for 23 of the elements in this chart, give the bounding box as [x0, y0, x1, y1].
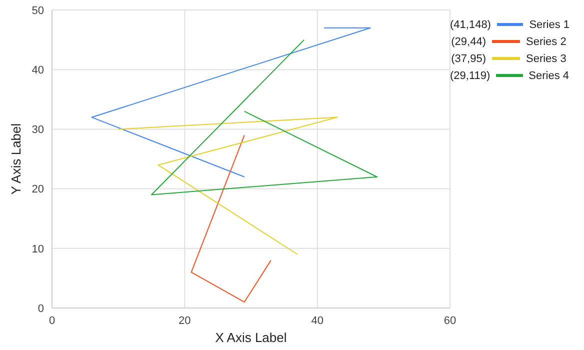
annotation: (41,148)	[450, 18, 491, 30]
x-tick-label: 0	[48, 314, 56, 327]
line-series	[151, 39, 378, 196]
text: (37,95)	[451, 52, 486, 64]
legend-label: Series 1	[529, 18, 571, 30]
y-axis-title: Y Axis Label	[8, 123, 24, 195]
y-tick-label: 0	[38, 302, 44, 315]
text: (29,44)	[451, 36, 486, 48]
x-tick-label: 20	[178, 314, 191, 327]
legend-label: Series 3	[526, 52, 568, 64]
legend-label: Series 4	[528, 70, 570, 82]
x-tick-label: 60	[444, 314, 456, 327]
y-tick-label: 50	[32, 4, 44, 17]
x-tick-label: 40	[311, 314, 324, 327]
line-series	[118, 116, 338, 255]
line-series	[190, 134, 272, 303]
y-tick-label: 30	[32, 124, 44, 136]
y-tick-label: 20	[32, 184, 44, 196]
y-tick-label: 10	[32, 243, 44, 256]
legend-label: Series 2	[526, 36, 568, 48]
y-tick-label: 40	[32, 64, 44, 77]
annotation: (29,119)	[450, 70, 490, 82]
x-axis-title: X Axis Label	[215, 330, 287, 345]
